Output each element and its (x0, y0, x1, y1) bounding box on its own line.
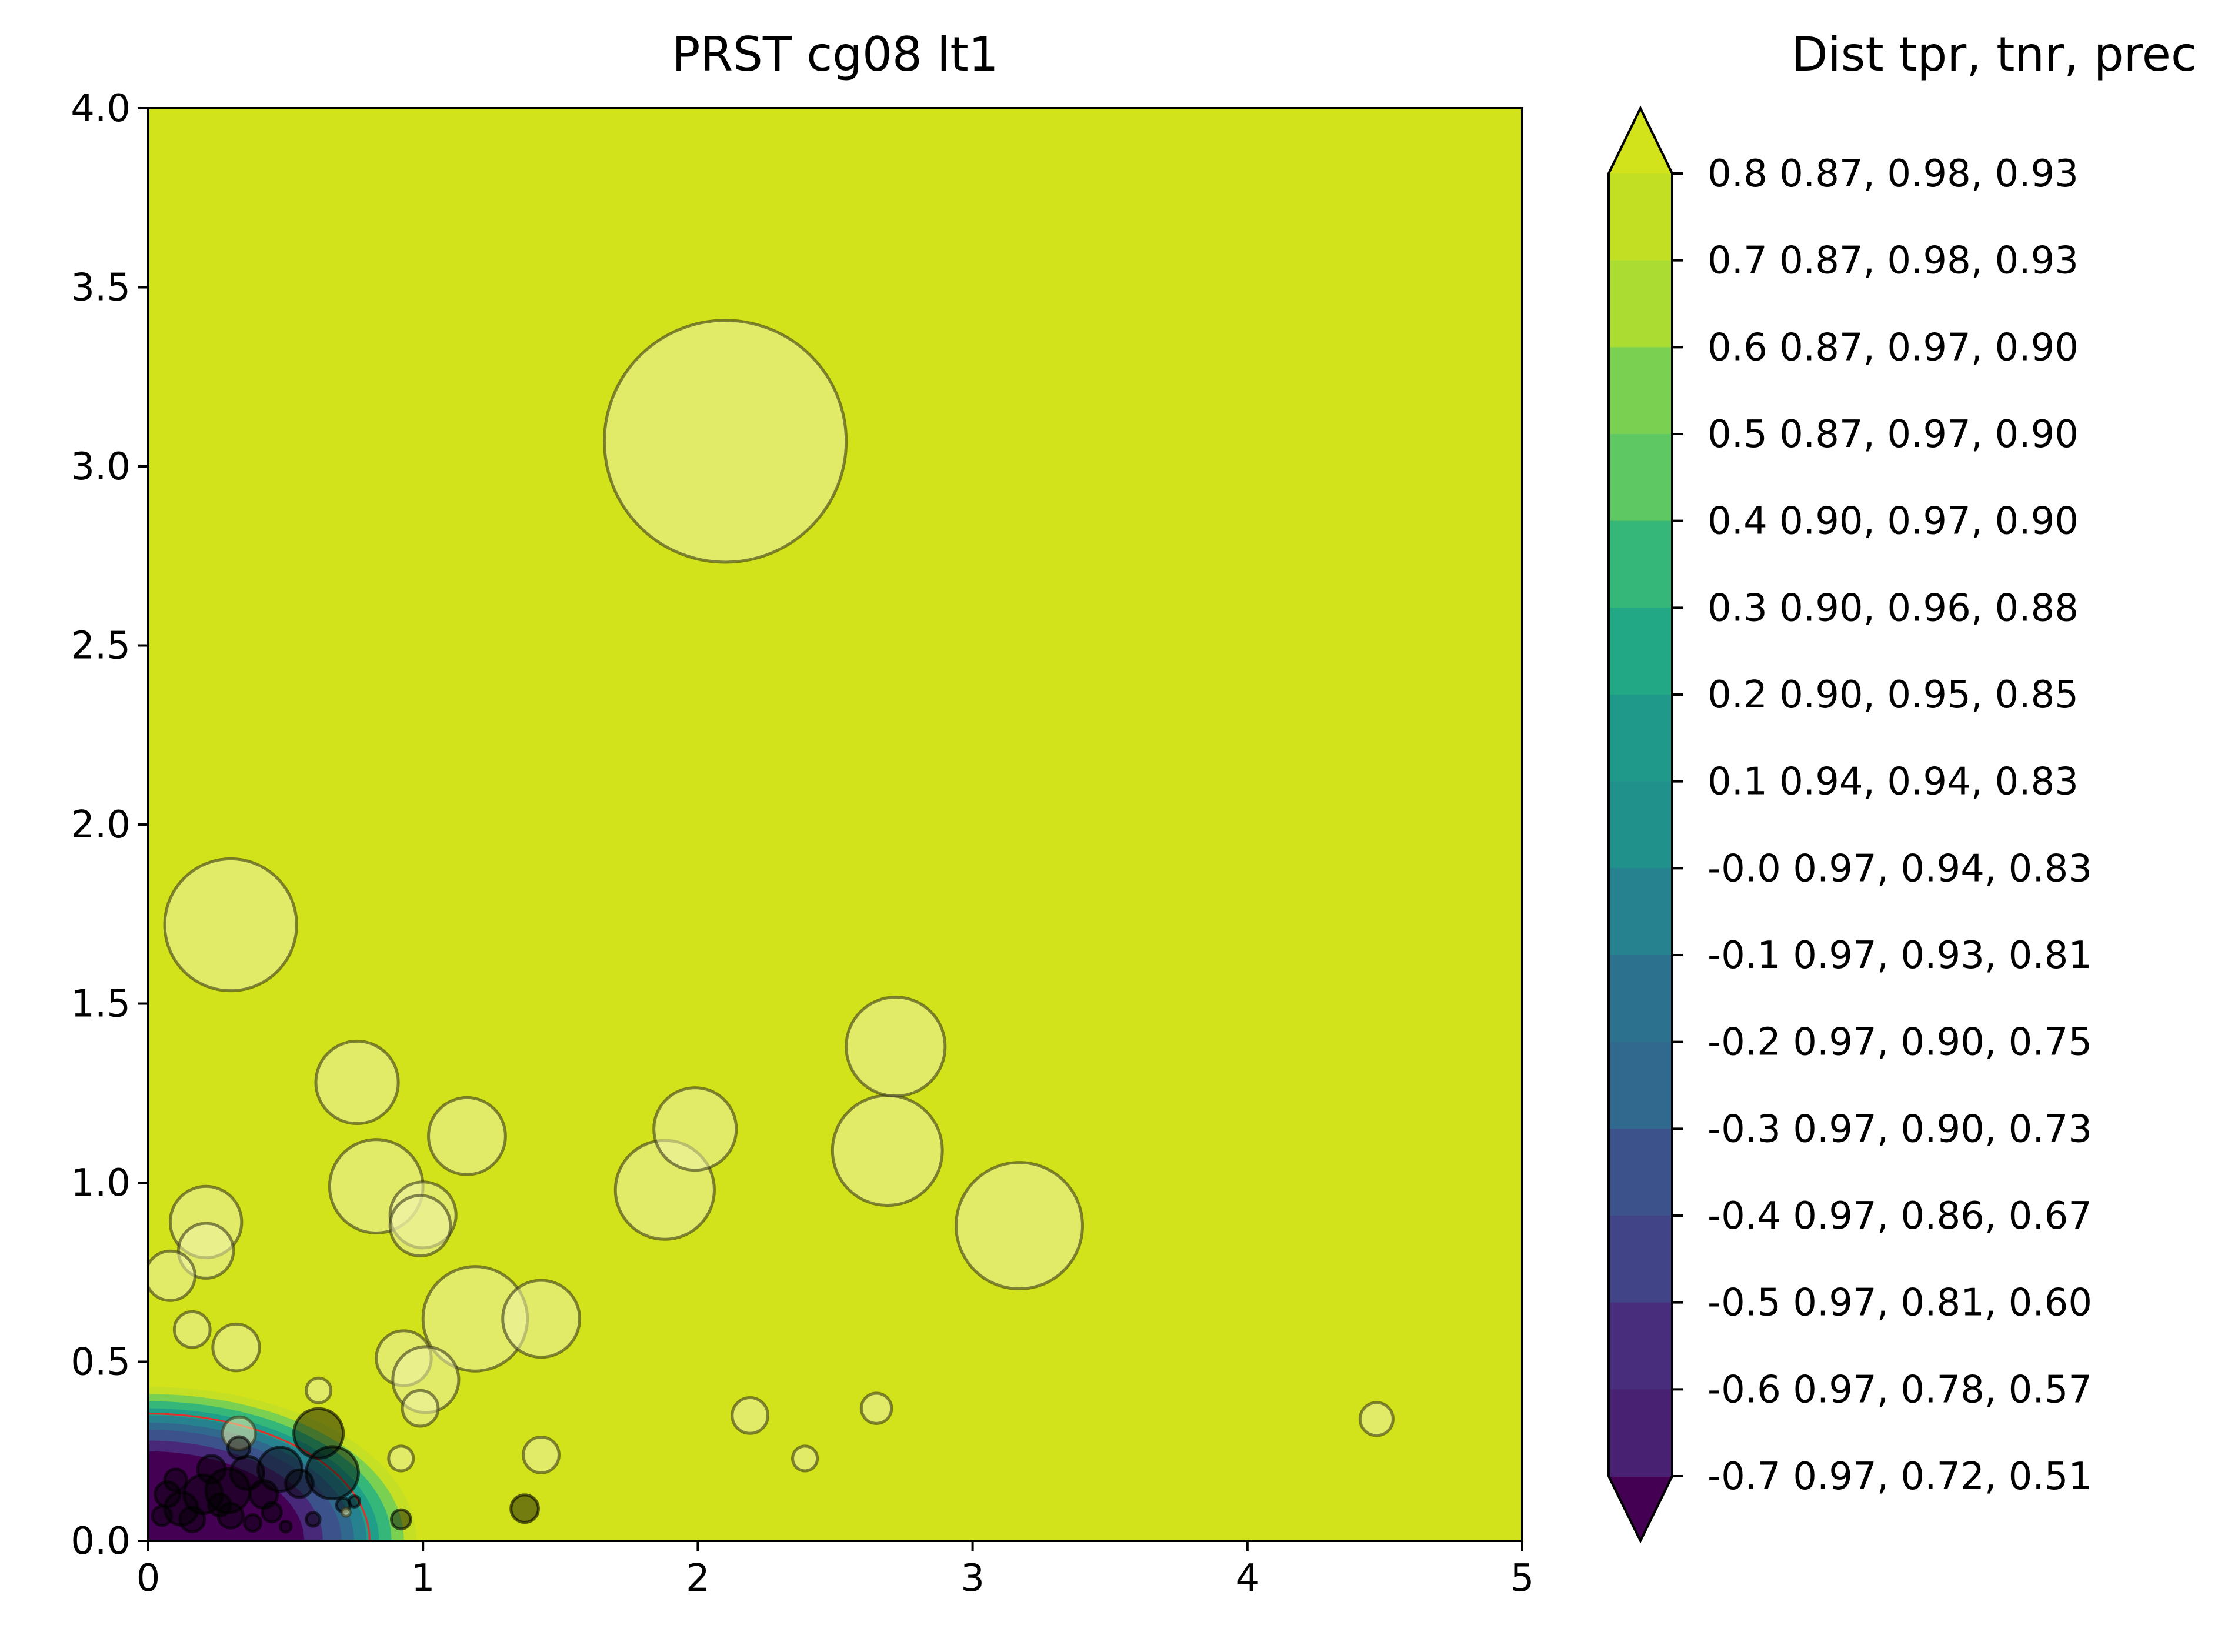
scatter-point (427, 1096, 507, 1176)
scatter-point (845, 995, 947, 1098)
scatter-point (178, 1505, 206, 1533)
y-tick-label: 0.0 (71, 1520, 131, 1563)
scatter-point (163, 1467, 188, 1493)
colorbar-band (1609, 1216, 1672, 1303)
colorbar-tick-label: -0.6 0.97, 0.78, 0.57 (1707, 1368, 2092, 1411)
scatter-point (305, 1511, 322, 1528)
scatter-point (791, 1444, 819, 1473)
scatter-point (522, 1435, 561, 1474)
y-tick-label: 1.0 (71, 1162, 131, 1205)
x-tick-label: 4 (1235, 1557, 1259, 1600)
scatter-point (731, 1396, 770, 1435)
colorbar-tick-label: -0.5 0.97, 0.81, 0.60 (1707, 1281, 2092, 1325)
scatter-point (340, 1506, 352, 1518)
scatter-point (314, 1039, 400, 1126)
colorbar-band (1609, 1302, 1672, 1390)
colorbar-band (1609, 520, 1672, 609)
chart-title: PRST cg08 lt1 (672, 27, 998, 82)
colorbar-tick-label: -0.1 0.97, 0.93, 0.81 (1707, 934, 2092, 977)
x-axis: 0 1 2 3 4 5 (136, 1541, 1535, 1600)
colorbar-band (1609, 608, 1672, 695)
scatter-point (172, 1310, 212, 1349)
colorbar-title: Dist tpr, tnr, prec (1792, 27, 2197, 82)
scatter-point (387, 1444, 415, 1473)
scatter-point (501, 1279, 582, 1359)
colorbar-tick-label: 0.4 0.90, 0.97, 0.90 (1707, 500, 2079, 543)
scatter-point (211, 1322, 261, 1373)
colorbar-tick-label: -0.4 0.97, 0.86, 0.67 (1707, 1194, 2092, 1238)
scatter-point (955, 1161, 1084, 1291)
colorbar-band (1609, 781, 1672, 869)
x-tick-label: 2 (686, 1557, 710, 1600)
scatter-point (305, 1445, 360, 1501)
colorbar-tick-label: -0.2 0.97, 0.90, 0.75 (1707, 1021, 2092, 1064)
scatter-point (401, 1389, 440, 1428)
scatter-point (509, 1493, 540, 1524)
colorbar-band (1609, 955, 1672, 1043)
scatter-point (347, 1494, 362, 1509)
scatter-point (284, 1468, 315, 1499)
colorbar-band (1609, 695, 1672, 782)
plot-area (148, 108, 1522, 1541)
y-tick-label: 3.0 (71, 445, 131, 489)
colorbar-tick-label: 0.8 0.87, 0.98, 0.93 (1707, 152, 2079, 196)
scatter-point (652, 1086, 738, 1172)
colorbar-top-extension (1609, 108, 1672, 173)
y-tick-label: 3.5 (71, 266, 131, 310)
colorbar-tick-label: 0.1 0.94, 0.94, 0.83 (1707, 760, 2079, 804)
x-tick-label: 5 (1510, 1557, 1535, 1600)
scatter-point (196, 1454, 227, 1485)
y-tick-label: 2.0 (71, 803, 131, 847)
colorbar-tick-label: -0.0 0.97, 0.94, 0.83 (1707, 847, 2092, 890)
colorbar-band (1609, 434, 1672, 522)
y-tick-label: 0.5 (71, 1341, 131, 1384)
colorbar-band (1609, 260, 1672, 348)
colorbar-tick-label: 0.6 0.87, 0.97, 0.90 (1707, 326, 2079, 369)
scatter-point (207, 1492, 232, 1518)
scatter-point (859, 1391, 893, 1425)
scatter-point (163, 857, 298, 993)
scatter-point (148, 1249, 196, 1302)
scatter-point (388, 1194, 452, 1257)
plot-background (148, 108, 1522, 1541)
scatter-point (243, 1513, 263, 1533)
x-tick-label: 1 (411, 1557, 435, 1600)
scatter-point (278, 1519, 293, 1534)
x-tick-label: 0 (136, 1557, 161, 1600)
colorbar-tick-label: 0.2 0.90, 0.95, 0.85 (1707, 673, 2079, 717)
colorbar-tick-label: 0.3 0.90, 0.96, 0.88 (1707, 586, 2079, 630)
scatter-point (261, 1501, 283, 1524)
colorbar-band (1609, 868, 1672, 956)
colorbar-tick-label: 0.5 0.87, 0.97, 0.90 (1707, 413, 2079, 456)
colorbar-band (1609, 1129, 1672, 1216)
x-tick-label: 3 (960, 1557, 985, 1600)
scatter-point (151, 1504, 174, 1527)
y-axis: 0.0 0.5 1.0 1.5 2.0 2.5 3.0 3.5 4.0 (71, 87, 148, 1563)
y-tick-label: 2.5 (71, 625, 131, 668)
scatter-point (603, 319, 848, 564)
scatter-point (226, 1435, 252, 1460)
y-tick-label: 1.5 (71, 983, 131, 1026)
colorbar-band (1609, 1042, 1672, 1130)
colorbar-bottom-extension (1609, 1476, 1672, 1541)
colorbar-tick-label: -0.7 0.97, 0.72, 0.51 (1707, 1455, 2092, 1499)
y-tick-label: 4.0 (71, 87, 131, 131)
colorbar: 0.8 0.87, 0.98, 0.93 0.7 0.87, 0.98, 0.93… (1607, 105, 2092, 1544)
scatter-point (305, 1376, 333, 1404)
colorbar-band (1609, 347, 1672, 435)
colorbar-tick-label: -0.3 0.97, 0.90, 0.73 (1707, 1107, 2092, 1151)
scatter-point (389, 1508, 412, 1531)
scatter-point (1358, 1401, 1395, 1437)
scatter-point (831, 1094, 944, 1207)
colorbar-tick-label: 0.7 0.87, 0.98, 0.93 (1707, 239, 2079, 283)
colorbar-band (1609, 173, 1672, 261)
colorbar-band (1609, 1389, 1672, 1477)
